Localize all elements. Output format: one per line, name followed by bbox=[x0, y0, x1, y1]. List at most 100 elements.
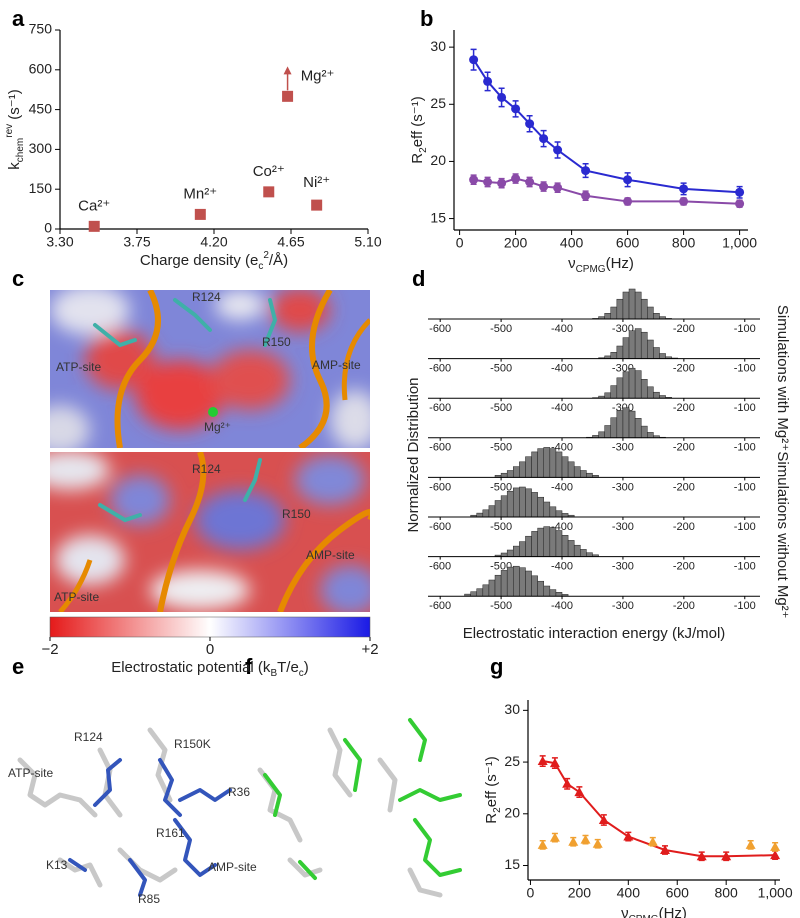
histogram-bar bbox=[476, 588, 484, 597]
point bbox=[483, 177, 493, 187]
structure-label: K13 bbox=[46, 858, 68, 872]
histogram-bar bbox=[555, 530, 563, 557]
histogram-bar bbox=[634, 328, 642, 359]
x-tick-label: 3.30 bbox=[46, 234, 73, 250]
series-line bbox=[542, 760, 776, 858]
histogram-bar bbox=[500, 570, 508, 597]
label-part: CPMG bbox=[629, 914, 659, 918]
point bbox=[263, 186, 275, 198]
point bbox=[311, 199, 323, 211]
histogram-bar bbox=[647, 339, 654, 359]
y-tick-label: 30 bbox=[430, 38, 446, 54]
label-part: B bbox=[270, 668, 277, 679]
histogram-bar bbox=[543, 526, 551, 557]
y-tick-label: 30 bbox=[504, 701, 520, 717]
label-part: eff (s⁻¹) bbox=[409, 96, 426, 147]
point bbox=[770, 841, 781, 851]
label-part: CPMG bbox=[576, 264, 606, 275]
histogram-bar bbox=[622, 371, 630, 399]
axis-label: R2eff (s⁻¹) bbox=[483, 756, 503, 823]
x-tick-label: -300 bbox=[612, 561, 634, 573]
histogram-bar bbox=[580, 470, 587, 478]
histogram-bar bbox=[500, 552, 508, 557]
label-part: T/e bbox=[277, 659, 299, 676]
structure-label: R150 bbox=[282, 507, 311, 521]
label-part: chem bbox=[15, 138, 26, 162]
histogram-bar bbox=[513, 565, 520, 597]
point bbox=[598, 815, 609, 824]
point bbox=[539, 182, 549, 192]
x-tick-label: 200 bbox=[504, 235, 528, 251]
y-tick-label: 25 bbox=[504, 753, 520, 769]
colorbar-tick-label: 0 bbox=[206, 641, 214, 658]
x-tick-label: 600 bbox=[616, 235, 640, 251]
histogram-bar bbox=[482, 509, 490, 518]
point bbox=[469, 175, 479, 185]
x-tick-label: 3.75 bbox=[123, 234, 150, 250]
histogram-bar bbox=[628, 367, 636, 399]
point-label: Mn²⁺ bbox=[183, 185, 217, 202]
point bbox=[537, 756, 548, 766]
structure-label: R124 bbox=[192, 290, 221, 304]
histogram-bar bbox=[598, 431, 605, 439]
histogram-bar bbox=[653, 347, 660, 359]
group-label: Simulations without Mg²⁺ bbox=[774, 451, 791, 618]
x-tick-label: 800 bbox=[672, 235, 696, 251]
point-label: Co²⁺ bbox=[253, 163, 285, 180]
point bbox=[647, 836, 658, 846]
histogram-bar bbox=[494, 574, 502, 597]
y-tick-label: 25 bbox=[430, 95, 446, 111]
panel-label: e bbox=[12, 654, 24, 679]
histogram-bar bbox=[555, 592, 563, 597]
x-tick-label: -400 bbox=[551, 600, 573, 612]
histogram-bar bbox=[525, 488, 532, 518]
x-tick-label: -400 bbox=[551, 323, 573, 335]
histogram-bar bbox=[531, 575, 538, 597]
y-axis-label: Normalized Distribution bbox=[405, 377, 422, 532]
x-tick-label: -100 bbox=[734, 363, 756, 375]
histogram-bar bbox=[561, 513, 569, 518]
x-tick-label: -400 bbox=[551, 402, 573, 414]
structure-e bbox=[17, 727, 232, 897]
label-part: Charge density (e bbox=[140, 252, 258, 269]
point bbox=[88, 220, 100, 232]
y-tick-label: 0 bbox=[44, 220, 52, 236]
panel-label: a bbox=[12, 6, 25, 31]
label-part: 2 bbox=[263, 250, 269, 261]
histogram-bar bbox=[549, 506, 557, 518]
point bbox=[539, 134, 549, 144]
potential-map-with-mg bbox=[50, 290, 370, 448]
histogram-bar bbox=[549, 589, 557, 597]
x-tick-label: -200 bbox=[673, 600, 695, 612]
structure-f bbox=[257, 718, 462, 898]
histogram-bar bbox=[647, 386, 654, 399]
colorbar bbox=[49, 616, 371, 638]
point bbox=[721, 851, 732, 861]
point-label: Ca²⁺ bbox=[78, 197, 110, 214]
point bbox=[679, 196, 689, 206]
point bbox=[553, 145, 563, 155]
x-tick-label: -500 bbox=[490, 323, 512, 335]
structure-label: ATP-site bbox=[54, 590, 99, 604]
histogram-bar bbox=[537, 580, 544, 597]
histogram-bar bbox=[647, 306, 654, 320]
point bbox=[592, 838, 603, 848]
point bbox=[537, 839, 548, 849]
label-part: rev bbox=[4, 124, 15, 138]
histogram-bar bbox=[640, 298, 648, 320]
label-part: 2 bbox=[492, 807, 503, 813]
point bbox=[511, 104, 521, 114]
point bbox=[623, 196, 633, 206]
histogram-bar bbox=[488, 505, 496, 518]
x-tick-label: -100 bbox=[734, 402, 756, 414]
histogram-bar bbox=[616, 410, 624, 439]
histogram-bar bbox=[610, 385, 618, 399]
panel-label: c bbox=[12, 266, 24, 291]
point bbox=[735, 199, 745, 209]
point bbox=[282, 90, 294, 102]
point-label: Ni²⁺ bbox=[303, 174, 330, 191]
x-tick-label: -300 bbox=[612, 600, 634, 612]
histogram-bar bbox=[537, 448, 544, 478]
x-tick-label: -300 bbox=[612, 323, 634, 335]
lower-bound-arrowhead bbox=[283, 66, 292, 75]
